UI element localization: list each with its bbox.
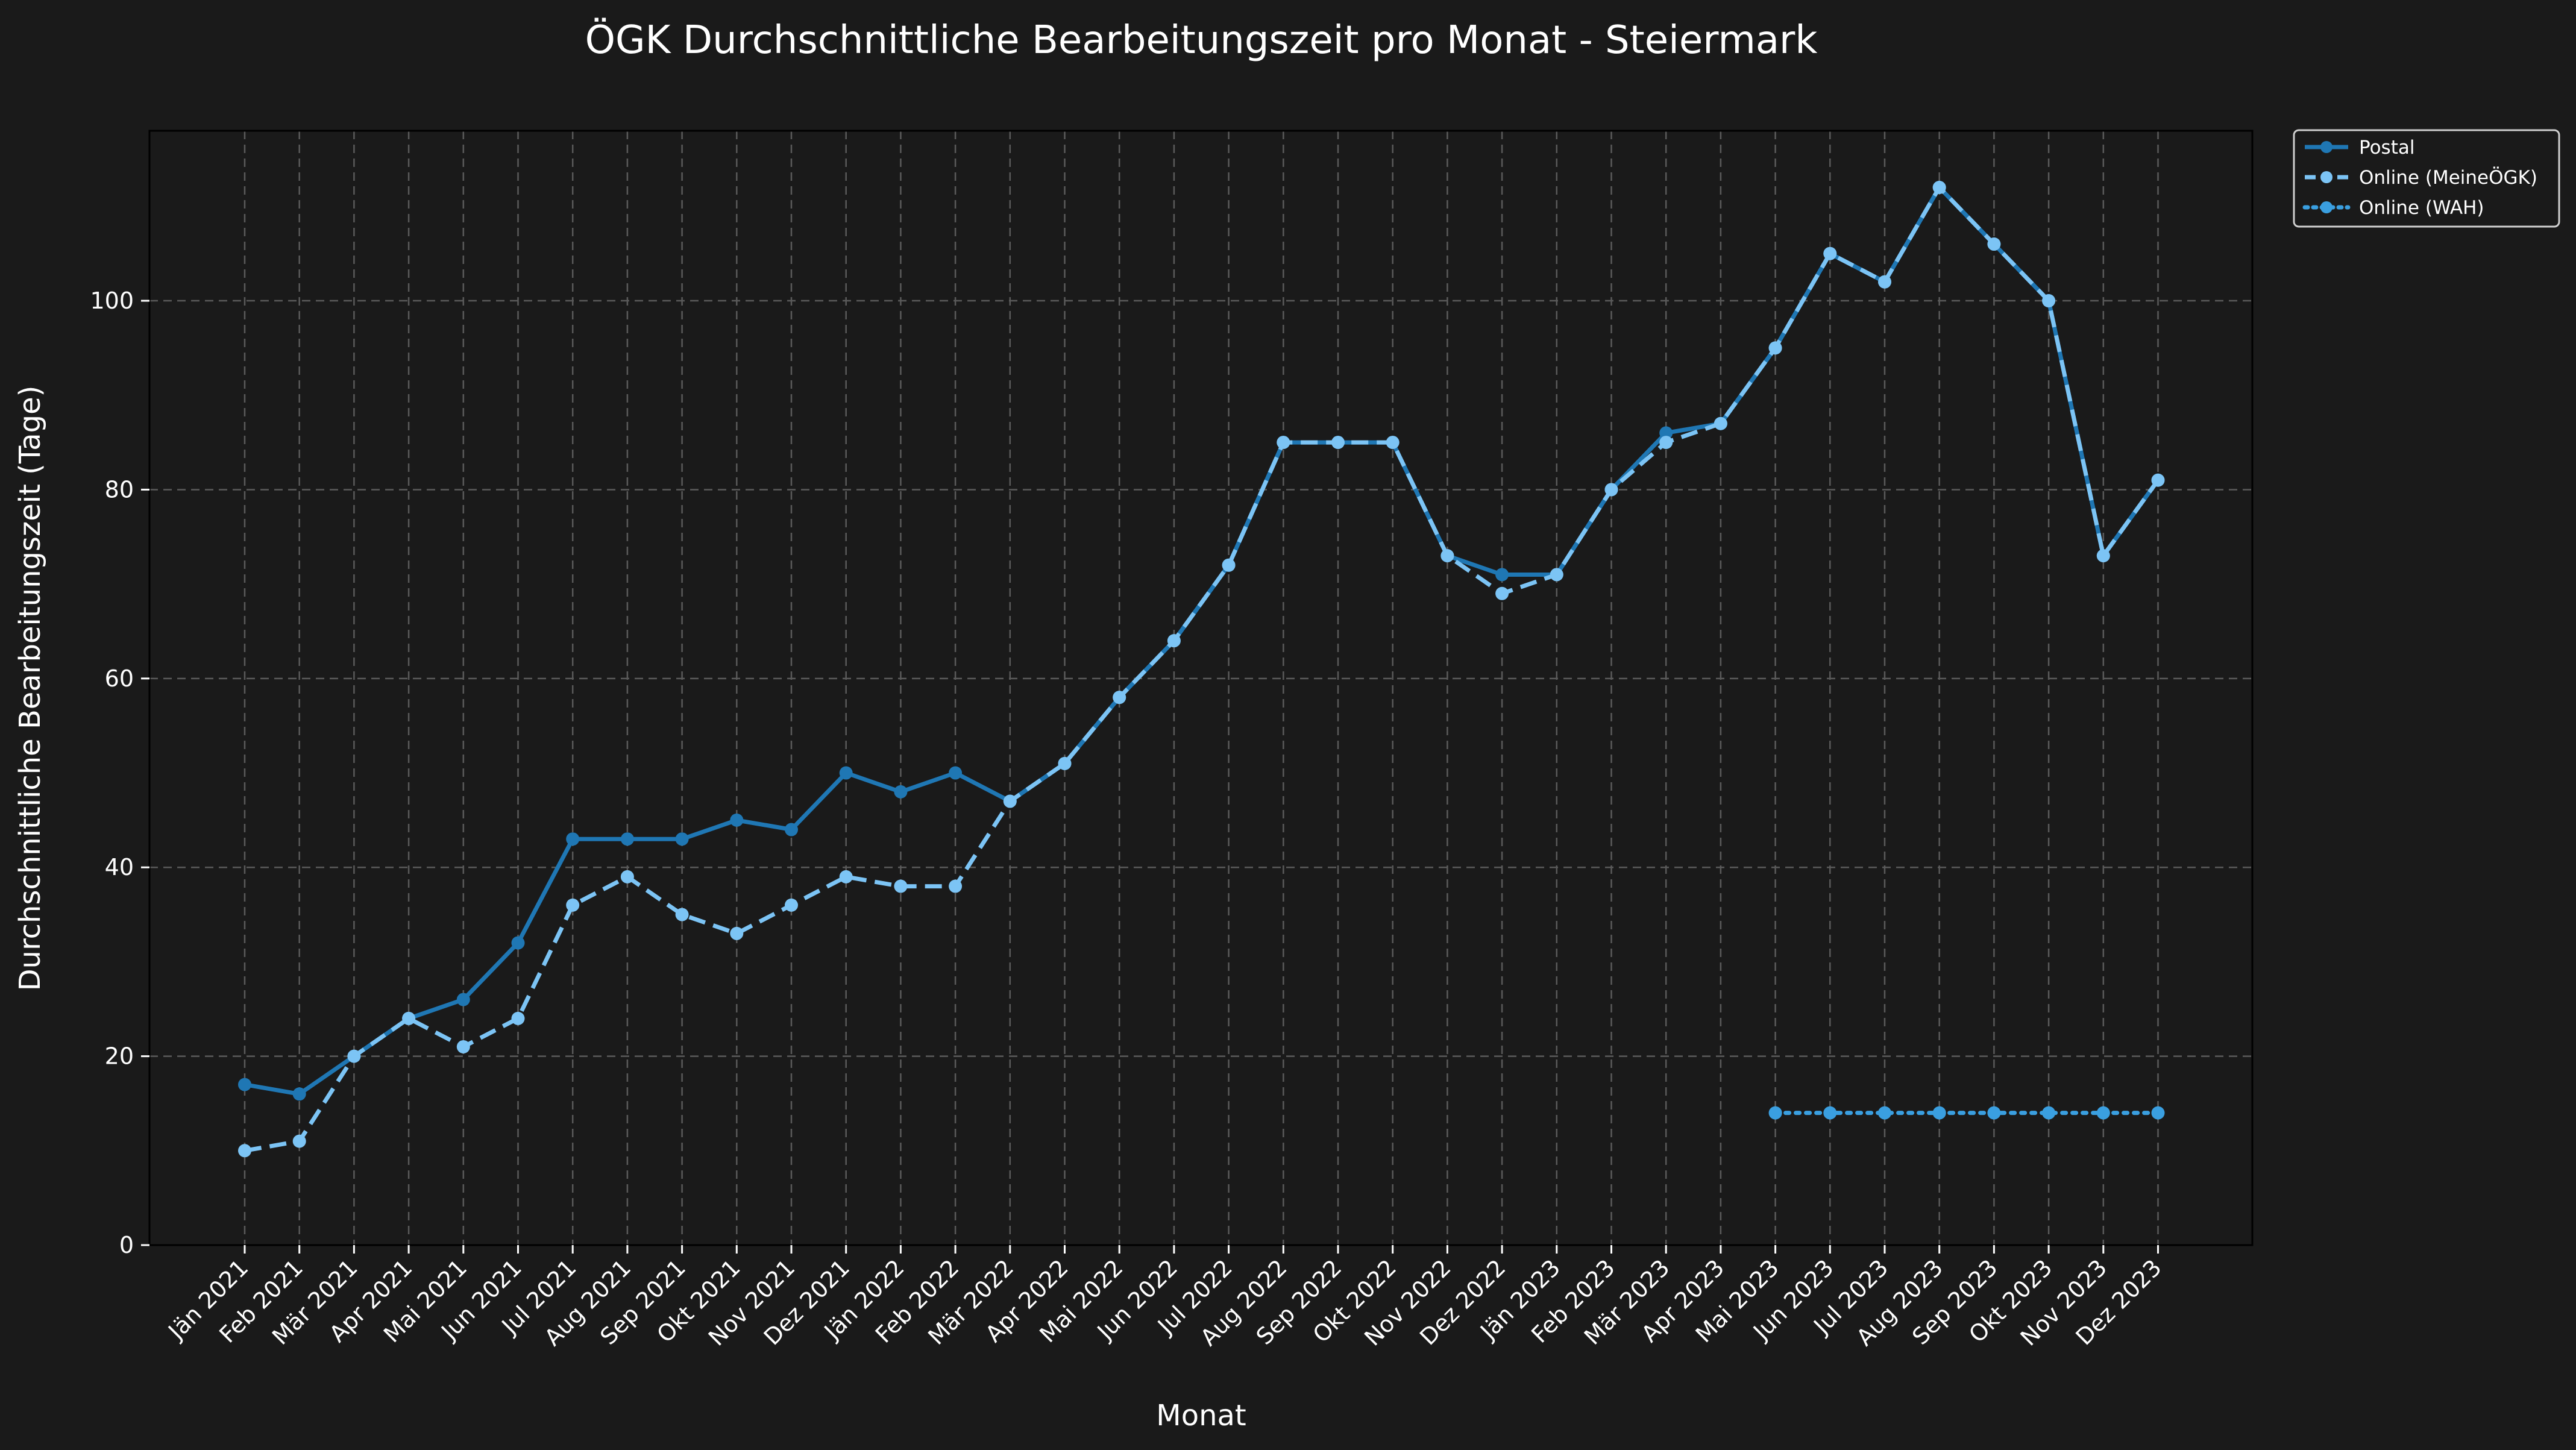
data-point	[511, 1011, 525, 1025]
y-tick-label: 20	[105, 1043, 134, 1070]
data-point	[1003, 794, 1017, 808]
grid-lines	[149, 131, 2252, 1246]
y-tick-label: 80	[105, 476, 134, 503]
data-point	[1714, 416, 1727, 430]
data-point	[839, 870, 853, 883]
y-tick-label: 0	[119, 1232, 134, 1258]
data-point	[730, 813, 744, 827]
chart-title: ÖGK Durchschnittliche Bearbeitungszeit p…	[585, 17, 1818, 63]
data-point	[1932, 1106, 1946, 1120]
data-point	[1495, 586, 1509, 600]
data-point	[839, 766, 853, 780]
data-point	[1878, 275, 1891, 289]
legend-marker	[2320, 171, 2333, 183]
data-point	[1331, 436, 1345, 450]
data-point	[1823, 246, 1837, 260]
data-point	[511, 936, 525, 950]
data-point	[1113, 691, 1126, 705]
legend-label: Online (MeineÖGK)	[2359, 166, 2537, 189]
y-tick-label: 40	[105, 854, 134, 880]
data-point	[1659, 436, 1673, 450]
data-point	[1550, 568, 1563, 582]
data-point	[566, 898, 580, 912]
data-point	[238, 1078, 251, 1091]
data-point	[1495, 568, 1509, 582]
data-point	[2042, 1106, 2056, 1120]
y-axis-label: Durchschnittliche Bearbeitungszeit (Tage…	[13, 386, 47, 991]
data-point	[675, 832, 689, 846]
plot-area	[148, 130, 2254, 1246]
legend-marker	[2320, 141, 2333, 153]
data-point	[402, 1011, 416, 1025]
data-point	[2096, 549, 2110, 563]
x-axis-label: Monat	[1156, 1399, 1246, 1433]
legend-label: Online (WAH)	[2359, 197, 2484, 219]
data-point	[566, 832, 580, 846]
series-1	[238, 181, 2165, 1158]
data-point	[949, 766, 963, 780]
series-layer	[238, 181, 2165, 1158]
data-point	[456, 1040, 470, 1053]
data-point	[1386, 436, 1400, 450]
data-point	[1277, 436, 1290, 450]
data-point	[1768, 1106, 1782, 1120]
data-point	[1167, 634, 1181, 648]
data-point	[1058, 756, 1072, 770]
data-point	[730, 926, 744, 940]
data-point	[2151, 1106, 2165, 1120]
data-point	[1932, 181, 1946, 195]
legend-marker	[2320, 201, 2333, 213]
data-point	[456, 993, 470, 1006]
data-point	[1987, 237, 2001, 251]
data-point	[1878, 1106, 1891, 1120]
legend: Postal Online (MeineÖGK) Online (WAH)	[2293, 129, 2560, 228]
data-point	[2151, 473, 2165, 487]
data-point	[620, 832, 634, 846]
data-point	[785, 823, 798, 836]
data-point	[1604, 483, 1618, 497]
data-point	[894, 785, 908, 799]
data-point	[620, 870, 634, 883]
data-point	[238, 1144, 251, 1158]
data-point	[675, 908, 689, 921]
data-point	[292, 1087, 306, 1101]
plot-background	[149, 131, 2252, 1245]
legend-label: Postal	[2359, 137, 2414, 158]
data-point	[347, 1049, 361, 1063]
data-point	[1987, 1106, 2001, 1120]
data-point	[1222, 558, 1236, 572]
data-point	[1768, 341, 1782, 355]
data-point	[2042, 294, 2056, 308]
plot-frame	[148, 130, 2254, 1246]
data-point	[894, 879, 908, 893]
y-axis: 0 20 40 60 80 100	[90, 287, 149, 1258]
y-tick-label: 100	[90, 287, 134, 314]
data-point	[1823, 1106, 1837, 1120]
data-point	[292, 1134, 306, 1148]
legend-box	[2293, 129, 2560, 228]
data-point	[1440, 549, 1454, 563]
data-point	[785, 898, 798, 912]
series-2	[1768, 1106, 2165, 1120]
data-point	[1659, 426, 1673, 440]
data-point	[949, 879, 963, 893]
series-line	[244, 185, 2160, 1153]
data-point	[2096, 1106, 2110, 1120]
y-tick-label: 60	[105, 665, 134, 692]
